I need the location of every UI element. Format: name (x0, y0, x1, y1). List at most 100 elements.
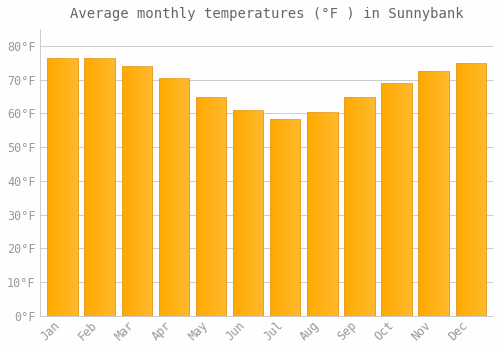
Bar (196, 97, 226, 316)
Bar (100, 58, 102, 316)
Bar (478, 63, 479, 316)
Bar (271, 119, 272, 316)
Bar (282, 119, 283, 316)
Bar (330, 112, 332, 316)
Bar (358, 97, 360, 316)
Bar (56, 58, 58, 316)
Bar (130, 66, 132, 316)
Bar (474, 63, 475, 316)
Bar (288, 119, 290, 316)
Bar (166, 78, 167, 316)
Bar (168, 78, 169, 316)
Bar (456, 63, 458, 316)
Bar (143, 66, 144, 316)
Bar (150, 66, 151, 316)
Bar (344, 97, 346, 316)
Bar (205, 97, 206, 316)
Bar (105, 58, 106, 316)
Bar (239, 110, 240, 316)
Bar (307, 112, 308, 316)
Bar (356, 97, 358, 316)
Bar (209, 97, 210, 316)
Bar (208, 97, 209, 316)
Bar (466, 63, 468, 316)
Bar (98, 58, 100, 316)
Bar (420, 71, 422, 316)
Bar (124, 66, 126, 316)
Bar (290, 119, 292, 316)
Bar (283, 119, 284, 316)
Bar (149, 66, 150, 316)
Bar (211, 97, 212, 316)
Bar (418, 71, 420, 316)
Bar (151, 66, 152, 316)
Bar (316, 112, 318, 316)
Bar (122, 66, 124, 316)
Bar (64, 58, 66, 316)
Bar (256, 110, 258, 316)
Bar (392, 83, 394, 316)
Bar (404, 83, 406, 316)
Bar (372, 97, 374, 316)
Bar (142, 66, 143, 316)
Bar (84, 58, 86, 316)
Bar (204, 97, 205, 316)
Bar (241, 110, 242, 316)
Bar (286, 119, 288, 316)
Bar (179, 78, 180, 316)
Bar (440, 71, 441, 316)
Bar (58, 58, 59, 316)
Bar (411, 83, 412, 316)
Bar (249, 110, 250, 316)
Bar (483, 63, 484, 316)
Bar (482, 63, 483, 316)
Bar (215, 97, 216, 316)
Bar (364, 97, 366, 316)
Bar (258, 110, 260, 316)
Bar (362, 97, 364, 316)
Bar (456, 63, 486, 316)
Bar (244, 110, 245, 316)
Bar (164, 78, 165, 316)
Bar (144, 66, 145, 316)
Bar (311, 112, 312, 316)
Bar (426, 71, 428, 316)
Bar (165, 78, 166, 316)
Bar (62, 58, 64, 316)
Bar (410, 83, 411, 316)
Bar (134, 66, 135, 316)
Bar (48, 58, 50, 316)
Bar (60, 58, 62, 316)
Bar (147, 66, 148, 316)
Bar (418, 71, 449, 316)
Bar (310, 112, 311, 316)
Bar (260, 110, 262, 316)
Bar (92, 58, 94, 316)
Bar (250, 110, 251, 316)
Bar (74, 58, 76, 316)
Bar (185, 78, 186, 316)
Bar (313, 112, 314, 316)
Bar (146, 66, 147, 316)
Bar (162, 78, 164, 316)
Bar (368, 97, 370, 316)
Bar (281, 119, 282, 316)
Bar (236, 110, 237, 316)
Bar (464, 63, 466, 316)
Bar (112, 58, 113, 316)
Bar (128, 66, 130, 316)
Bar (173, 78, 174, 316)
Bar (54, 58, 56, 316)
Bar (199, 97, 200, 316)
Bar (280, 119, 281, 316)
Bar (109, 58, 110, 316)
Bar (186, 78, 187, 316)
Bar (197, 97, 198, 316)
Bar (396, 83, 398, 316)
Bar (104, 58, 105, 316)
Bar (475, 63, 476, 316)
Bar (132, 66, 134, 316)
Bar (390, 83, 392, 316)
Bar (198, 97, 199, 316)
Bar (352, 97, 354, 316)
